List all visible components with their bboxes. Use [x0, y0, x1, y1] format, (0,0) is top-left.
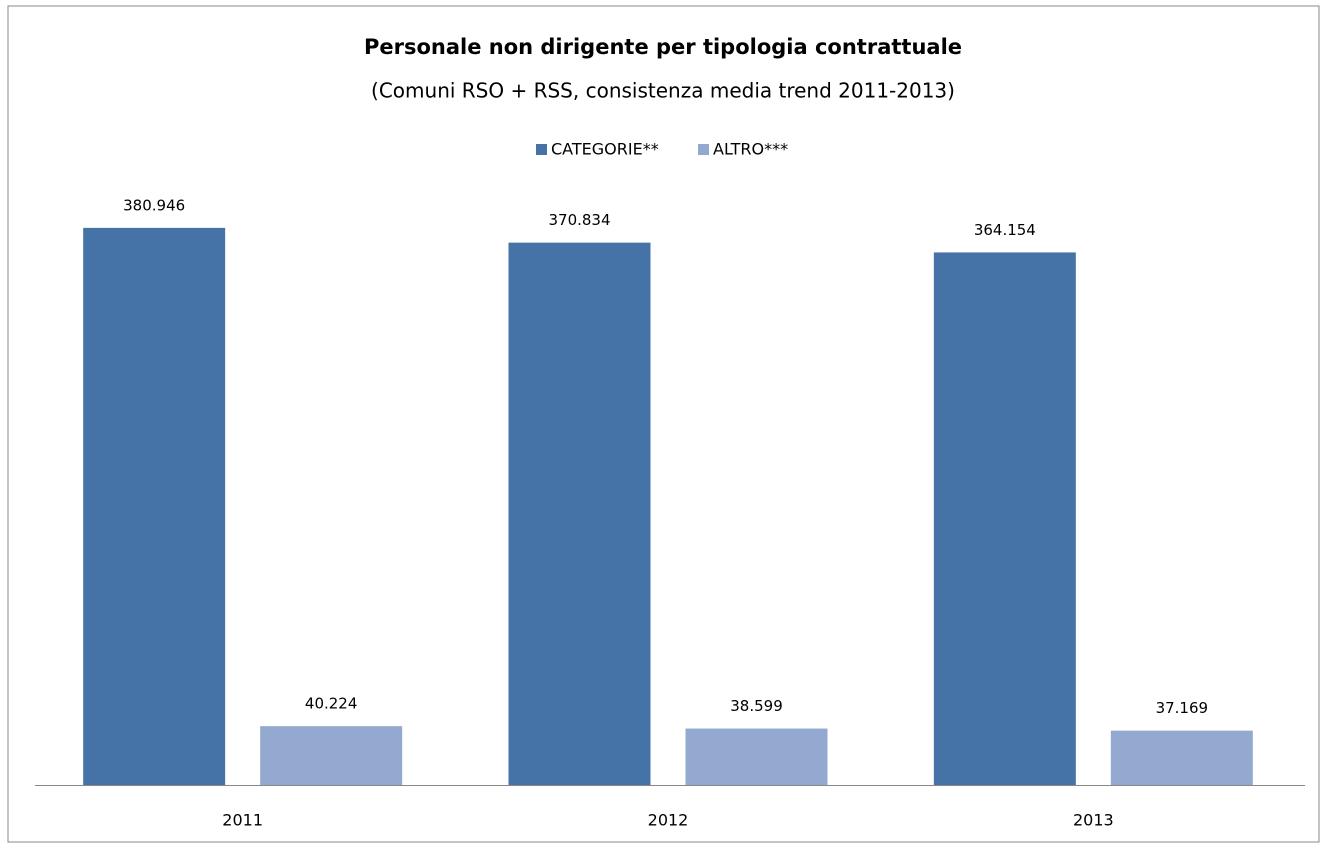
legend-label: CATEGORIE** [551, 140, 659, 159]
legend-swatch [698, 144, 709, 155]
bar [508, 242, 651, 785]
data-label: 364.154 [974, 221, 1036, 239]
data-label: 40.224 [305, 695, 358, 713]
data-label: 37.169 [1156, 699, 1209, 717]
chart-title: Personale non dirigente per tipologia co… [364, 35, 962, 59]
x-tick-label: 2011 [222, 811, 263, 830]
chart-subtitle: (Comuni RSO + RSS, consistenza media tre… [371, 79, 955, 103]
x-tick-label: 2012 [648, 811, 689, 830]
bar [933, 252, 1076, 785]
legend-swatch [536, 144, 547, 155]
bar [260, 726, 403, 785]
bar [83, 227, 226, 786]
chart-frame [7, 5, 1320, 843]
bar [1110, 730, 1253, 785]
data-label: 38.599 [730, 697, 783, 715]
x-tick-label: 2013 [1073, 811, 1114, 830]
bar [685, 728, 828, 785]
data-label: 370.834 [548, 211, 610, 229]
legend-label: ALTRO*** [713, 140, 788, 159]
data-label: 380.946 [123, 196, 185, 214]
